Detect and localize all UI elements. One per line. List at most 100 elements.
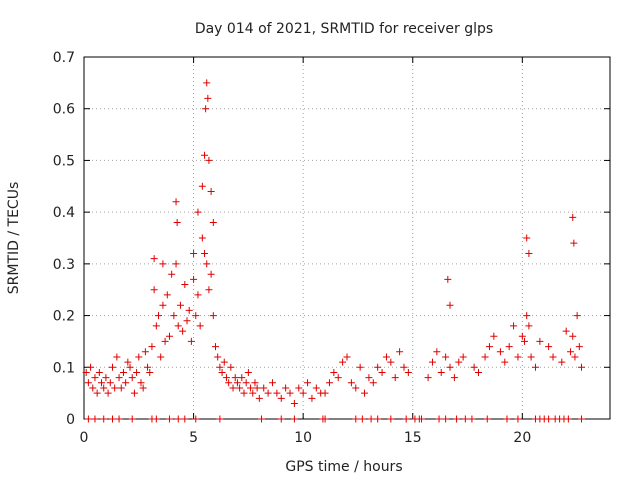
data-point <box>205 156 213 164</box>
data-point <box>202 105 210 113</box>
data-point <box>358 415 366 423</box>
data-point <box>525 250 533 258</box>
y-tick-label: 0.4 <box>53 205 75 221</box>
data-point <box>475 368 482 376</box>
data-point <box>203 79 211 87</box>
data-point <box>98 379 106 387</box>
data-point <box>400 363 408 371</box>
data-point <box>505 343 513 351</box>
x-axis-label: GPS time / hours <box>285 459 402 475</box>
data-point <box>404 368 412 376</box>
data-point <box>159 301 167 309</box>
data-point <box>122 379 130 387</box>
y-tick-label: 0.3 <box>53 257 75 273</box>
data-point <box>277 415 285 423</box>
data-point <box>192 415 200 423</box>
data-point <box>339 358 347 366</box>
data-point <box>308 394 316 402</box>
y-tick-label: 0 <box>66 412 75 428</box>
data-point <box>161 337 169 345</box>
data-point <box>503 415 511 423</box>
data-point <box>575 343 583 351</box>
data-point <box>442 415 450 423</box>
data-point <box>135 353 143 361</box>
data-point <box>433 348 441 356</box>
data-point <box>100 384 108 392</box>
data-point <box>514 353 522 361</box>
data-point <box>117 384 125 392</box>
data-point <box>299 389 307 397</box>
data-point <box>198 182 206 190</box>
data-point <box>203 260 211 268</box>
data-point <box>170 312 178 320</box>
data-point <box>174 415 182 423</box>
data-point <box>124 358 132 366</box>
data-point <box>168 270 176 278</box>
y-tick-label: 0.5 <box>53 153 75 169</box>
data-point <box>115 374 123 382</box>
data-point <box>89 384 97 392</box>
data-point <box>119 368 127 376</box>
data-point <box>190 275 198 283</box>
x-tick-label: 0 <box>80 430 89 446</box>
data-point <box>194 291 202 299</box>
data-point <box>174 322 182 330</box>
data-point <box>91 415 99 423</box>
data-point <box>240 389 248 397</box>
data-point <box>569 213 577 221</box>
data-point <box>402 415 410 423</box>
data-point <box>244 368 252 376</box>
data-point <box>521 337 529 345</box>
data-point <box>578 363 586 371</box>
data-point <box>378 368 386 376</box>
data-point <box>159 260 167 268</box>
data-point <box>290 415 298 423</box>
data-point <box>459 353 467 361</box>
data-point <box>212 343 219 351</box>
data-point <box>578 415 586 423</box>
data-point <box>84 415 92 423</box>
data-point <box>84 379 92 387</box>
data-point <box>247 384 255 392</box>
data-point <box>485 343 493 351</box>
data-point <box>108 363 116 371</box>
data-point <box>352 415 360 423</box>
grid-lines <box>84 57 610 419</box>
data-point <box>128 374 136 382</box>
data-point <box>231 374 239 382</box>
data-point <box>437 368 445 376</box>
data-point <box>251 379 259 387</box>
data-point <box>260 384 268 392</box>
data-point <box>216 363 224 371</box>
data-point <box>569 332 577 340</box>
data-point <box>391 374 399 382</box>
data-point <box>549 353 557 361</box>
data-point <box>183 317 191 325</box>
data-point <box>82 368 90 376</box>
data-point <box>387 358 395 366</box>
data-point <box>242 379 250 387</box>
data-point <box>369 379 377 387</box>
data-point <box>470 363 478 371</box>
data-point <box>106 379 114 387</box>
data-point <box>330 368 338 376</box>
data-point <box>198 234 206 242</box>
data-point <box>196 322 204 330</box>
data-point <box>570 239 578 247</box>
data-point <box>352 384 360 392</box>
data-point <box>201 250 209 258</box>
data-point <box>133 368 141 376</box>
data-point <box>453 415 461 423</box>
data-point <box>137 379 145 387</box>
data-point <box>282 384 290 392</box>
data-point <box>374 415 382 423</box>
data-point <box>192 312 200 320</box>
data-point <box>163 291 171 299</box>
data-point <box>255 394 263 402</box>
y-axis-label: SRMTID / TECUs <box>6 182 22 295</box>
data-point <box>102 374 110 382</box>
data-point <box>236 384 244 392</box>
data-point <box>367 415 375 423</box>
data-point <box>387 415 395 423</box>
